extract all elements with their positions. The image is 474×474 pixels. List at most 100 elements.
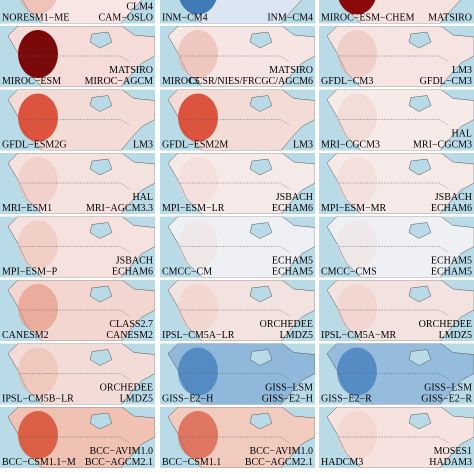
map-body (0, 0, 155, 24)
right-label: MATSIRO (109, 65, 153, 76)
right-label: ECHAM6 (272, 203, 313, 214)
map-panel: GFDL−ESM2M LM3 (160, 89, 315, 151)
map-body (0, 216, 155, 278)
land (326, 26, 474, 87)
border (20, 309, 131, 317)
hudson-bay (249, 31, 273, 49)
left-label: CMCC−CMS (321, 267, 377, 278)
map-panel: INM−CM4 INM−CM4 (160, 0, 315, 24)
hudson-bay (408, 285, 432, 303)
map-body (319, 0, 474, 24)
border (20, 246, 131, 253)
left-label: MRI−CGCM3 (321, 140, 380, 151)
right-label: MATSIRO (269, 65, 313, 76)
border (20, 55, 131, 63)
border (180, 55, 291, 63)
right-label: GISS−LSM (265, 383, 313, 394)
hudson-bay (89, 349, 113, 366)
hudson-bay (408, 158, 432, 176)
right-label: JSBACH (435, 192, 472, 203)
left-label: MIROC5 (162, 76, 200, 87)
anomaly-region (178, 157, 218, 205)
map-body (319, 343, 474, 405)
map-body (0, 26, 155, 87)
right-label: ORCHEDEE (100, 383, 153, 394)
hudson-bay (89, 222, 113, 239)
land (167, 153, 315, 214)
anomaly-region (178, 347, 218, 396)
map-body (0, 407, 155, 468)
anomaly-region (338, 0, 376, 15)
hudson-bay (89, 412, 113, 430)
border (180, 182, 291, 190)
anomaly-region (337, 220, 377, 269)
border (339, 436, 450, 444)
right-label: LM3 (293, 140, 313, 151)
hudson-bay (249, 349, 273, 366)
right-label: MOSES1 (434, 446, 472, 457)
left-label: BCC−CSM1.1 (162, 457, 221, 468)
land (326, 153, 474, 214)
hudson-bay (408, 95, 432, 112)
hudson-bay (249, 95, 273, 112)
hudson-bay (408, 412, 432, 430)
right-label: BCC−AVIM1.0 (89, 446, 153, 457)
left-label: IPSL−CM5A−LR (162, 330, 235, 341)
hudson-bay (89, 285, 113, 303)
border (20, 373, 131, 380)
anomaly-region (337, 157, 377, 205)
map-body (0, 89, 155, 151)
map-body (160, 407, 315, 468)
anomaly-region (337, 347, 377, 396)
map-body (319, 280, 474, 341)
right-label: LM3 (133, 140, 153, 151)
map-panel: GFDL−ESM2G LM3 (0, 89, 155, 151)
right-label: ORCHEDEE (419, 319, 472, 330)
anomaly-region (178, 93, 218, 142)
right-label: CLASS2.7 (109, 319, 153, 330)
anomaly-region (178, 220, 218, 269)
map-body (319, 26, 474, 87)
border (180, 309, 291, 317)
anomaly-region (337, 30, 377, 78)
border (180, 246, 291, 253)
left-label: GISS−E2−H (162, 394, 213, 405)
right-label: BCC−AVIM1.0 (249, 446, 313, 457)
anomaly-region (18, 411, 58, 459)
map-body (319, 407, 474, 468)
left-label: HADCM3 (321, 457, 363, 468)
left-label: BCC−CSM1.1−M (2, 457, 76, 468)
hudson-bay (249, 222, 273, 239)
right-label: GISS−E2−H (262, 394, 313, 405)
border (180, 119, 291, 126)
map-panel: MIROC−ESM−CHEM MATSIRO (319, 0, 474, 24)
right-label: GISS−E2−R (421, 394, 472, 405)
border (20, 182, 131, 190)
left-label: CMCC−CM (162, 267, 212, 278)
anomaly-region (179, 0, 217, 15)
left-label: IPSL−CM5A−MR (321, 330, 397, 341)
right-label: LMDZ5 (280, 330, 313, 341)
map-body (160, 280, 315, 341)
anomaly-region (178, 284, 218, 332)
anomaly-region (18, 347, 58, 396)
right-label: MRI−CGCM3 (413, 140, 472, 151)
land (167, 216, 315, 278)
left-label: GFDL−ESM2M (162, 140, 228, 151)
right-label: HAL (451, 129, 472, 140)
anomaly-region (18, 284, 58, 332)
anomaly-region (18, 93, 58, 142)
right-label: ECHAM5 (272, 256, 313, 267)
right-label: MIROC−AGCM (85, 76, 154, 87)
